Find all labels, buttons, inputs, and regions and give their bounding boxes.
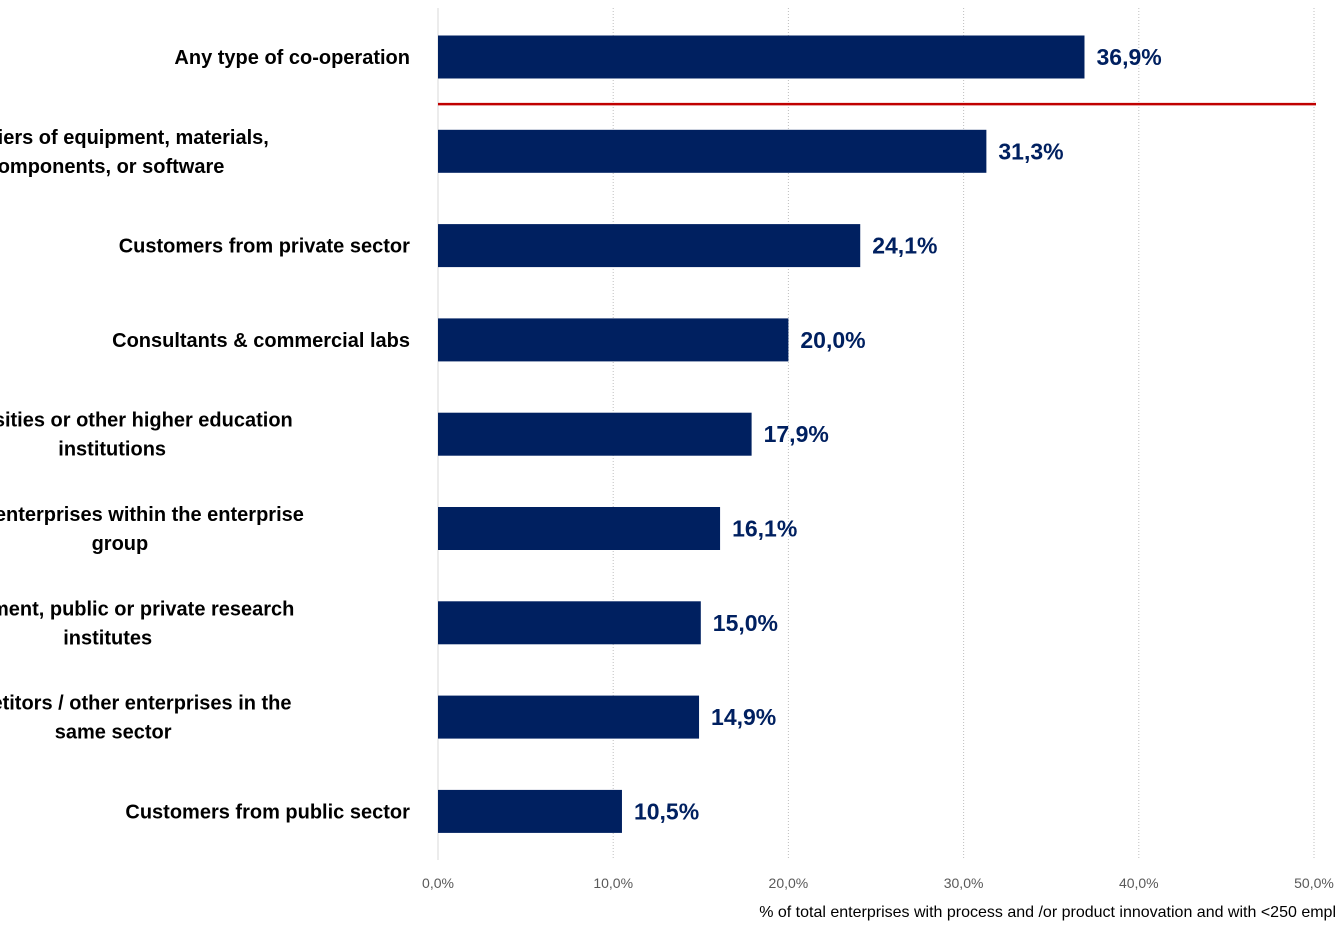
bar xyxy=(438,507,720,550)
category-label: Suppliers of equipment, materials, compon… xyxy=(0,127,269,178)
bar xyxy=(438,224,860,267)
value-label: 24,1% xyxy=(872,233,937,259)
x-tick-label: 50,0% xyxy=(1294,875,1334,891)
value-label: 14,9% xyxy=(711,704,776,730)
category-label-line: same sector xyxy=(55,722,172,744)
category-label-line: components, or software xyxy=(0,156,224,178)
category-label-line: Any type of co-operation xyxy=(174,47,410,69)
category-label-line: Consultants & commercial labs xyxy=(112,330,410,352)
value-label: 20,0% xyxy=(800,327,865,353)
category-label: Competitors / other enterprises in the sa… xyxy=(0,693,292,744)
x-tick-label: 10,0% xyxy=(593,875,633,891)
category-label-line: institutions xyxy=(58,439,166,461)
bar xyxy=(438,601,701,644)
category-label-line: Competitors / other enterprises in the xyxy=(0,693,292,715)
bar xyxy=(438,696,699,739)
value-label: 10,5% xyxy=(634,798,699,824)
x-tick-label: 30,0% xyxy=(944,875,984,891)
value-label: 17,9% xyxy=(764,421,829,447)
category-label-line: group xyxy=(92,533,149,555)
category-label-line: Customers from public sector xyxy=(125,801,410,823)
bar xyxy=(438,130,986,173)
category-label-line: Suppliers of equipment, materials, xyxy=(0,127,269,149)
category-label-line: Government, public or private research xyxy=(0,598,294,620)
value-label: 36,9% xyxy=(1096,44,1161,70)
bar xyxy=(438,318,788,361)
x-tick-label: 0,0% xyxy=(422,875,454,891)
category-label: Customers from public sector xyxy=(125,801,410,823)
x-tick-label: 20,0% xyxy=(769,875,809,891)
category-label: Consultants & commercial labs xyxy=(112,330,410,352)
category-label-line: institutes xyxy=(63,627,152,649)
category-label: Other enterprises within the enterprise g… xyxy=(0,504,304,555)
category-label: Customers from private sector xyxy=(119,236,410,258)
bar xyxy=(438,413,752,456)
bar xyxy=(438,36,1084,79)
x-axis-title: % of total enterprises with process and … xyxy=(759,904,1336,921)
category-label-line: Other enterprises within the enterprise xyxy=(0,504,304,526)
category-label-line: Customers from private sector xyxy=(119,236,410,258)
value-label: 16,1% xyxy=(732,516,797,542)
category-label: Universities or other higher education in… xyxy=(0,410,293,461)
x-tick-label: 40,0% xyxy=(1119,875,1159,891)
category-label-line: Universities or other higher education xyxy=(0,410,293,432)
category-label: Government, public or private research in… xyxy=(0,598,294,649)
value-label: 31,3% xyxy=(998,138,1063,164)
category-label: Any type of co-operation xyxy=(174,47,410,69)
value-label: 15,0% xyxy=(713,610,778,636)
bar xyxy=(438,790,622,833)
